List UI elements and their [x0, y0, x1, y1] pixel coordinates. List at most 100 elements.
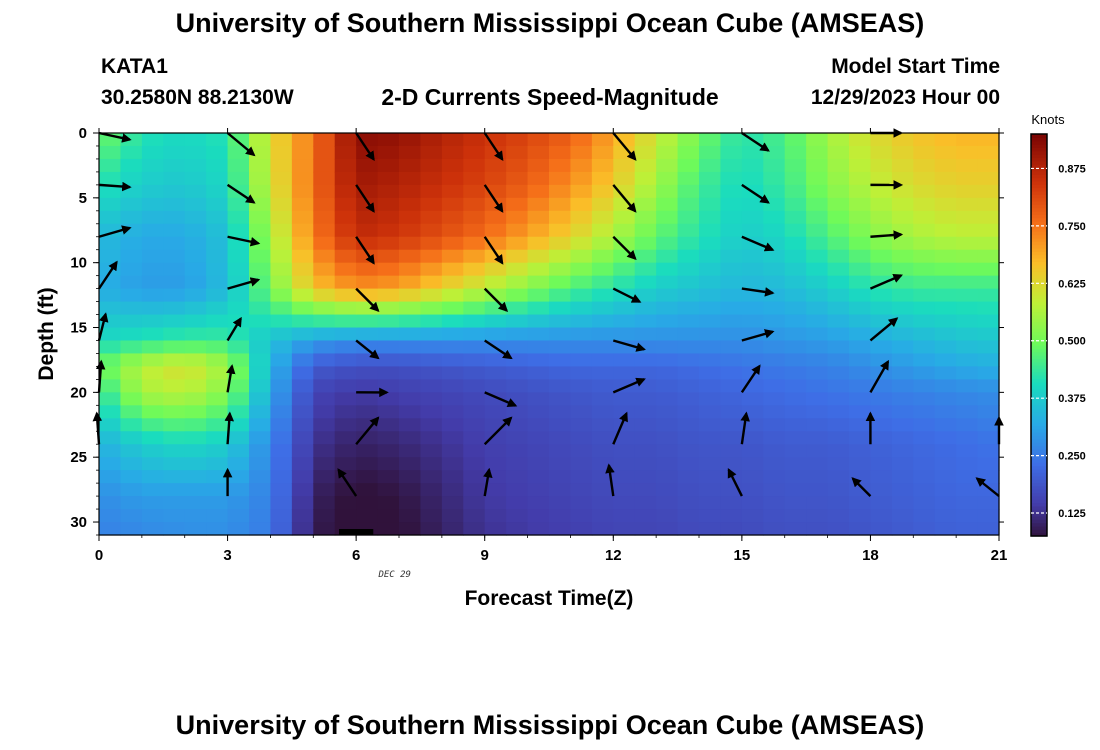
- colorbar-segment: [1031, 495, 1047, 500]
- heat-cell: [141, 379, 164, 393]
- x-axis-label: Forecast Time(Z): [465, 587, 634, 610]
- heat-cell: [227, 431, 250, 445]
- heat-cell: [420, 509, 443, 523]
- heat-cell: [206, 366, 229, 380]
- heat-cell: [827, 483, 850, 497]
- heat-cell: [506, 509, 529, 523]
- colorbar-segment: [1031, 428, 1047, 433]
- heat-cell: [334, 158, 357, 173]
- date-label: DEC 29: [377, 570, 411, 580]
- heat-cell: [570, 223, 593, 238]
- heat-cell: [184, 470, 207, 484]
- heat-cell: [849, 133, 872, 147]
- heat-cell: [549, 184, 572, 199]
- heat-cell: [720, 366, 743, 380]
- heat-cell: [656, 509, 679, 523]
- heat-cell: [227, 457, 250, 471]
- heat-cell: [227, 223, 250, 238]
- current-vector: [870, 230, 904, 240]
- heat-cell: [463, 392, 486, 406]
- colorbar-segment: [1031, 391, 1047, 396]
- colorbar-segment: [1031, 298, 1047, 303]
- heat-cell: [227, 249, 250, 264]
- heat-cell: [206, 210, 229, 225]
- heat-cell: [570, 327, 593, 342]
- heat-cell: [913, 158, 936, 173]
- current-vector: [740, 364, 761, 394]
- heat-cell: [356, 171, 379, 186]
- heat-cell: [827, 496, 850, 510]
- station-coordinates: 30.2580N 88.2130W: [101, 86, 294, 109]
- heat-cell: [827, 171, 850, 186]
- heat-cell: [399, 133, 422, 147]
- current-vector: [612, 184, 637, 213]
- heat-cell: [291, 197, 314, 212]
- colorbar-segment: [1031, 385, 1047, 390]
- colorbar-segment: [1031, 251, 1047, 256]
- colorbar-segment: [1031, 462, 1047, 467]
- heat-cell: [377, 197, 400, 212]
- heat-cell: [184, 145, 207, 160]
- heat-cell: [956, 145, 979, 160]
- heat-cell: [784, 184, 807, 199]
- heat-cell: [270, 431, 293, 445]
- heat-cell: [806, 470, 829, 484]
- heat-cell: [399, 496, 422, 510]
- plot-title: 2-D Currents Speed-Magnitude: [381, 84, 719, 110]
- heat-cell: [570, 301, 593, 316]
- heat-cell: [99, 327, 122, 342]
- heat-cell: [420, 431, 443, 445]
- heat-cell: [377, 210, 400, 225]
- heat-cell: [977, 145, 1000, 160]
- heat-cell: [677, 405, 700, 419]
- heat-cell: [527, 249, 550, 264]
- heat-cell: [806, 379, 829, 393]
- heat-cell: [399, 288, 422, 303]
- heat-cell: [484, 353, 507, 368]
- heat-cell: [784, 496, 807, 510]
- heat-cell: [484, 509, 507, 523]
- heat-cell: [420, 158, 443, 173]
- heat-cell: [849, 210, 872, 225]
- heat-cell: [806, 366, 829, 380]
- heat-cell: [527, 301, 550, 316]
- heat-cell: [570, 457, 593, 471]
- heat-cell: [699, 392, 722, 406]
- heat-cell: [784, 275, 807, 290]
- y-axis-label: Depth (ft): [35, 287, 58, 380]
- heat-cell: [506, 236, 529, 251]
- heat-cell: [506, 184, 529, 199]
- heat-cell: [441, 133, 464, 147]
- heat-cell: [313, 392, 336, 406]
- heat-cell: [334, 301, 357, 316]
- colorbar-segment: [1031, 147, 1047, 152]
- heat-cell: [227, 522, 250, 536]
- heat-cell: [420, 288, 443, 303]
- heat-cell: [270, 197, 293, 212]
- heat-cell: [141, 301, 164, 316]
- heat-cell: [399, 171, 422, 186]
- heat-cell: [399, 522, 422, 536]
- heat-cell: [613, 301, 636, 316]
- heat-cell: [120, 392, 143, 406]
- heat-cell: [420, 249, 443, 264]
- colorbar-segment: [1031, 261, 1047, 266]
- heat-cell: [441, 496, 464, 510]
- heat-cell: [763, 223, 786, 238]
- heat-cell: [313, 444, 336, 458]
- colorbar-segment: [1031, 308, 1047, 313]
- heat-cell: [463, 171, 486, 186]
- heat-cell: [891, 509, 914, 523]
- heat-cell: [741, 457, 764, 471]
- heat-cell: [120, 275, 143, 290]
- heat-cell: [120, 133, 143, 147]
- station-id: KATA1: [101, 55, 168, 78]
- heat-cell: [270, 457, 293, 471]
- heat-cell: [249, 405, 272, 419]
- heat-cell: [484, 262, 507, 277]
- heat-cell: [120, 522, 143, 536]
- heat-cell: [891, 262, 914, 277]
- heat-cell: [763, 340, 786, 355]
- heat-cell: [891, 496, 914, 510]
- heat-cell: [763, 470, 786, 484]
